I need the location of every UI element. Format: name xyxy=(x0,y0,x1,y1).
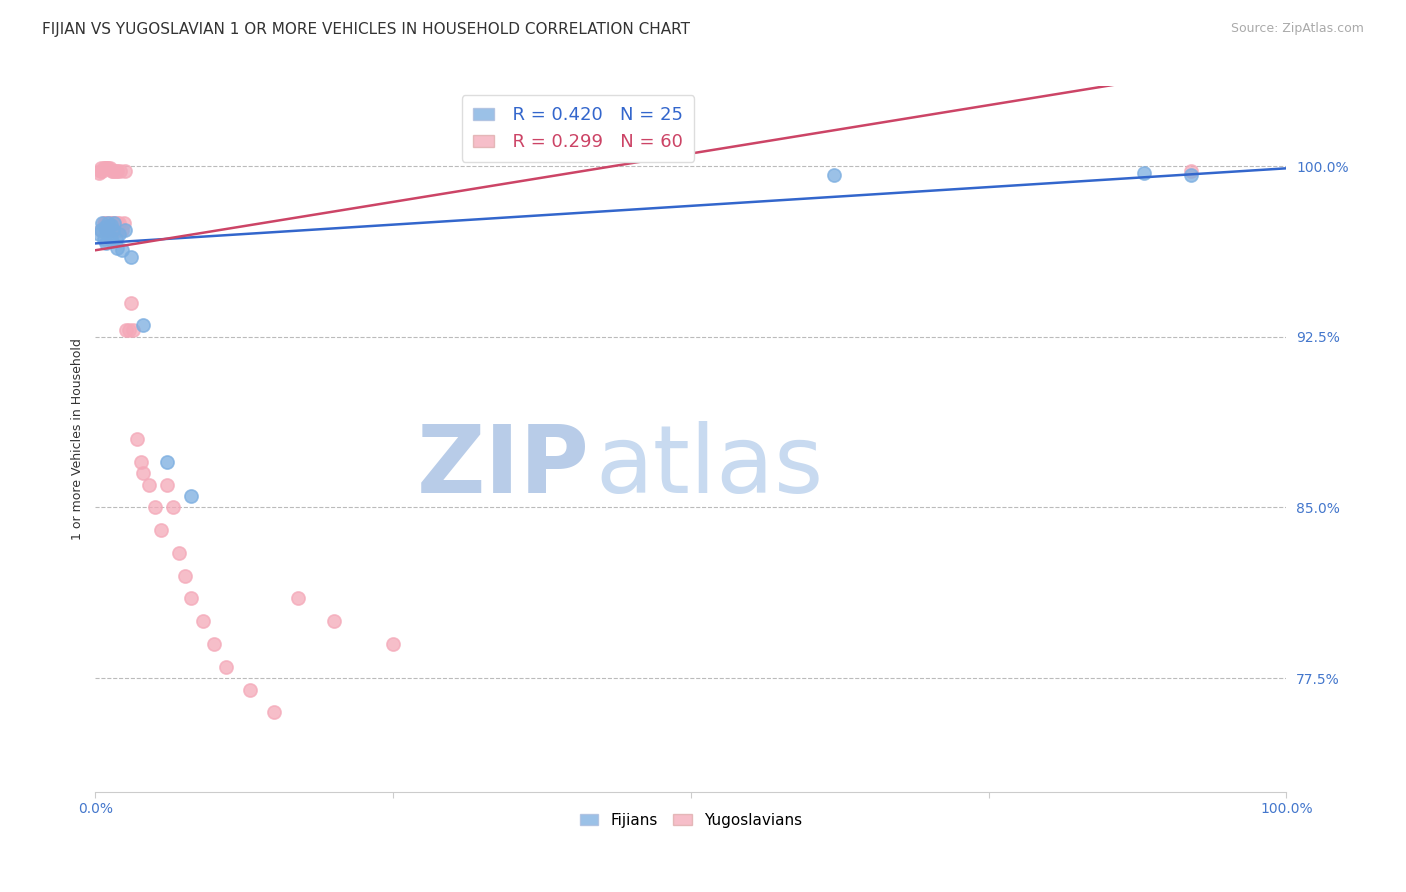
Point xyxy=(101,163,124,178)
Point xyxy=(138,477,160,491)
Point xyxy=(287,591,309,606)
Point xyxy=(96,223,118,237)
Point xyxy=(100,216,122,230)
Point xyxy=(167,546,190,560)
Point xyxy=(90,161,112,176)
Point xyxy=(94,223,117,237)
Point xyxy=(93,161,115,176)
Point xyxy=(100,223,122,237)
Y-axis label: 1 or more Vehicles in Household: 1 or more Vehicles in Household xyxy=(72,338,84,540)
Legend: Fijians, Yugoslavians: Fijians, Yugoslavians xyxy=(574,806,808,834)
Point xyxy=(87,166,110,180)
Text: FIJIAN VS YUGOSLAVIAN 1 OR MORE VEHICLES IN HOUSEHOLD CORRELATION CHART: FIJIAN VS YUGOSLAVIAN 1 OR MORE VEHICLES… xyxy=(42,22,690,37)
Point xyxy=(90,223,112,237)
Point xyxy=(132,467,155,481)
Text: atlas: atlas xyxy=(596,421,824,514)
Point xyxy=(382,637,405,651)
Point xyxy=(108,216,131,230)
Point xyxy=(204,637,226,651)
Point xyxy=(215,660,238,674)
Point xyxy=(104,232,127,246)
Point xyxy=(105,241,128,255)
Point xyxy=(94,236,117,251)
Point xyxy=(105,163,128,178)
Point xyxy=(107,223,129,237)
Point xyxy=(98,216,121,230)
Point xyxy=(96,161,118,176)
Point xyxy=(1180,163,1202,178)
Point xyxy=(97,223,120,237)
Point xyxy=(129,455,152,469)
Point xyxy=(89,163,111,178)
Point xyxy=(149,523,172,537)
Point xyxy=(322,614,344,628)
Point xyxy=(180,489,202,503)
Point xyxy=(108,227,131,242)
Point xyxy=(239,682,262,697)
Point xyxy=(125,432,148,446)
Point xyxy=(100,218,122,232)
Point xyxy=(180,591,202,606)
Point xyxy=(93,232,115,246)
Point xyxy=(97,161,120,176)
Point xyxy=(105,216,128,230)
Point xyxy=(98,229,121,244)
Text: Source: ZipAtlas.com: Source: ZipAtlas.com xyxy=(1230,22,1364,36)
Point xyxy=(96,216,118,230)
Point xyxy=(118,323,141,337)
Point xyxy=(94,220,117,235)
Point xyxy=(263,706,285,720)
Point xyxy=(1180,168,1202,182)
Point xyxy=(91,163,114,178)
Point xyxy=(98,161,121,176)
Point xyxy=(143,500,166,515)
Point xyxy=(132,318,155,333)
Point xyxy=(823,168,845,182)
Point xyxy=(97,216,120,230)
Point xyxy=(120,295,142,310)
Point xyxy=(120,250,142,264)
Point xyxy=(94,216,117,230)
Point xyxy=(115,323,138,337)
Point xyxy=(122,323,145,337)
Point xyxy=(94,161,117,176)
Point xyxy=(1132,166,1154,180)
Point xyxy=(101,234,124,248)
Point xyxy=(103,216,125,230)
Point xyxy=(101,223,124,237)
Point xyxy=(156,455,179,469)
Point xyxy=(93,216,115,230)
Point xyxy=(162,500,184,515)
Point xyxy=(103,216,125,230)
Point xyxy=(114,223,136,237)
Point xyxy=(103,216,125,230)
Point xyxy=(94,161,117,176)
Point xyxy=(191,614,214,628)
Point xyxy=(173,568,195,582)
Point xyxy=(103,163,125,178)
Point xyxy=(110,163,132,178)
Point xyxy=(103,223,125,237)
Point xyxy=(156,477,179,491)
Point xyxy=(87,227,110,242)
Point xyxy=(104,163,127,178)
Point xyxy=(90,223,112,237)
Point xyxy=(104,223,127,237)
Point xyxy=(114,163,136,178)
Point xyxy=(103,223,125,237)
Point xyxy=(110,223,132,237)
Point xyxy=(110,244,132,258)
Text: ZIP: ZIP xyxy=(416,421,589,514)
Point xyxy=(96,225,118,239)
Point xyxy=(91,216,114,230)
Point xyxy=(112,216,135,230)
